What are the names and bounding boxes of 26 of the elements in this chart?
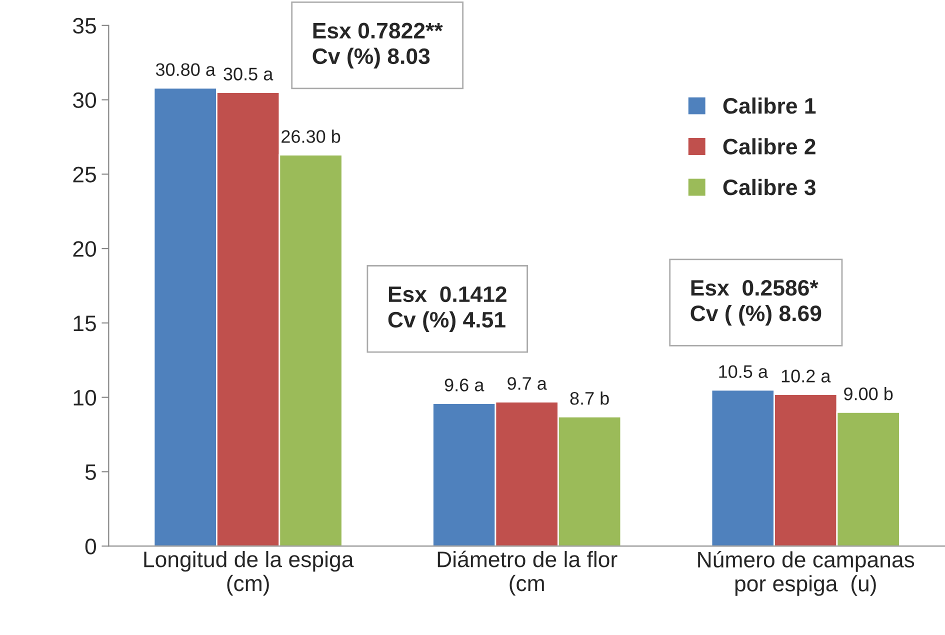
legend-label: Calibre 2 [723, 138, 816, 155]
data-label: 9.7 a [508, 377, 547, 390]
annotation: Esx 0.2586* Cv ( (%) 8.69 [690, 280, 822, 326]
x-tick-label: Longitud de la espiga (cm) [144, 550, 354, 596]
y-tick-label: 35 [73, 18, 96, 34]
data-label: 10.5 a [719, 365, 768, 378]
legend-label: Calibre 1 [723, 97, 816, 114]
data-label: 8.7 b [570, 392, 609, 405]
data-label: 30.80 a [156, 63, 216, 76]
data-label: 30.5 a [224, 68, 274, 80]
annotation: Esx 0.1412 Cv (%) 4.51 [388, 286, 506, 332]
data-label: 9.6 a [444, 378, 484, 392]
y-tick-label: 15 [74, 316, 96, 332]
y-tick-label: 0 [85, 538, 96, 554]
y-tick-label: 5 [85, 464, 96, 480]
y-tick-label: 30 [73, 92, 96, 108]
y-tick-label: 25 [73, 166, 96, 182]
data-label: 26.30 b [282, 130, 340, 143]
legend-label: Calibre 3 [723, 178, 816, 196]
y-tick-label: 20 [73, 241, 96, 257]
y-tick-label: 10 [74, 390, 96, 406]
annotation: Esx 0.7822** Cv (%) 8.03 [312, 22, 443, 68]
data-label: 9.00 b [844, 387, 893, 400]
data-label: 10.2 a [782, 370, 831, 382]
x-tick-label: Diámetro de la flor (cm [438, 550, 618, 596]
x-tick-label: Número de campanas por espiga (u) [698, 550, 914, 596]
